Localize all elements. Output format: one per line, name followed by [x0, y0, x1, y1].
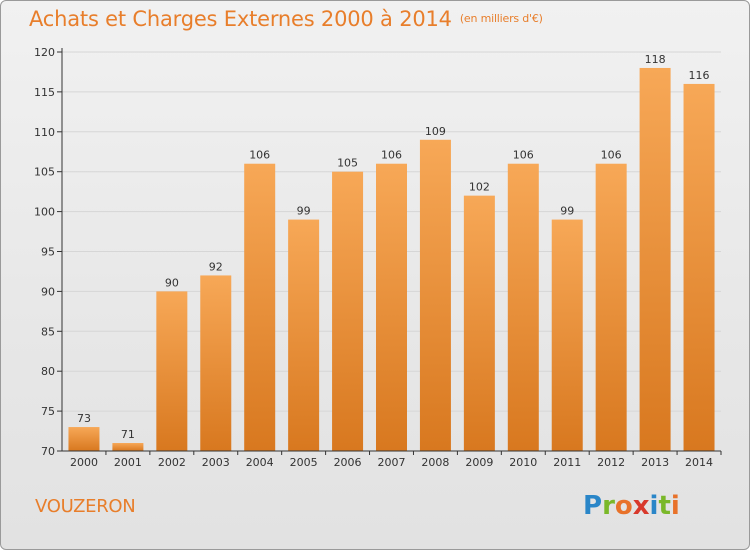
y-tick-label: 75	[41, 405, 55, 418]
bar	[376, 163, 407, 451]
data-label: 116	[689, 69, 710, 82]
y-tick-label: 70	[41, 445, 55, 458]
bar	[332, 171, 364, 451]
data-label: 106	[601, 149, 622, 162]
y-tick-label: 115	[34, 86, 55, 99]
data-label: 99	[297, 205, 311, 218]
x-tick-label: 2002	[158, 456, 186, 469]
y-tick-label: 120	[34, 46, 55, 59]
logo-letter: t	[658, 491, 671, 521]
chart-unit: (en milliers d'€)	[459, 12, 543, 25]
data-label: 106	[249, 149, 270, 162]
logo-letter: r	[602, 491, 615, 521]
bar	[683, 83, 715, 452]
data-label: 102	[469, 181, 490, 194]
data-label: 73	[77, 412, 91, 425]
proxiti-logo: Proxiti	[583, 491, 680, 521]
data-label: 106	[381, 149, 402, 162]
y-tick-label: 95	[41, 246, 55, 259]
x-tick-label: 2011	[553, 456, 581, 469]
data-label: 118	[645, 53, 666, 66]
logo-letter: o	[614, 491, 633, 521]
x-tick-label: 2000	[70, 456, 98, 469]
y-tick-label: 100	[34, 206, 55, 219]
y-tick-label: 110	[34, 126, 55, 139]
x-tick-label: 2007	[378, 456, 406, 469]
x-tick-label: 2006	[334, 456, 362, 469]
chart-title-text: Achats et Charges Externes 2000 à 2014	[29, 7, 452, 31]
place-name: VOUZERON	[35, 496, 136, 517]
bar	[595, 163, 627, 451]
data-label: 92	[209, 260, 223, 273]
bar	[244, 163, 276, 451]
x-tick-label: 2014	[685, 456, 713, 469]
x-tick-label: 2001	[114, 456, 142, 469]
y-tick-label: 105	[34, 166, 55, 179]
y-tick-label: 90	[41, 285, 55, 298]
data-label: 71	[121, 428, 135, 441]
bar	[507, 163, 539, 451]
x-tick-label: 2008	[421, 456, 449, 469]
data-label: 90	[165, 276, 179, 289]
data-label: 105	[337, 157, 358, 170]
x-tick-label: 2005	[290, 456, 318, 469]
x-tick-label: 2010	[509, 456, 537, 469]
data-label: 99	[560, 205, 574, 218]
bar	[156, 291, 188, 451]
bar	[639, 67, 671, 452]
x-tick-label: 2004	[246, 456, 274, 469]
data-label: 106	[513, 149, 534, 162]
y-tick-label: 85	[41, 325, 55, 338]
logo-letter: P	[583, 491, 603, 521]
x-tick-label: 2009	[465, 456, 493, 469]
bar	[68, 427, 100, 451]
x-tick-label: 2013	[641, 456, 669, 469]
data-label: 109	[425, 125, 446, 138]
bar	[551, 219, 583, 451]
bar	[288, 219, 320, 451]
chart-title: Achats et Charges Externes 2000 à 2014 (e…	[29, 7, 543, 31]
logo-letter: x	[632, 491, 650, 521]
x-tick-label: 2012	[597, 456, 625, 469]
y-tick-label: 80	[41, 365, 55, 378]
x-tick-label: 2003	[202, 456, 230, 469]
bar	[463, 195, 495, 451]
bar	[419, 139, 451, 451]
bar	[200, 275, 232, 451]
bar	[112, 443, 144, 451]
logo-letter: i	[649, 491, 659, 521]
logo-letter: i	[670, 491, 680, 521]
